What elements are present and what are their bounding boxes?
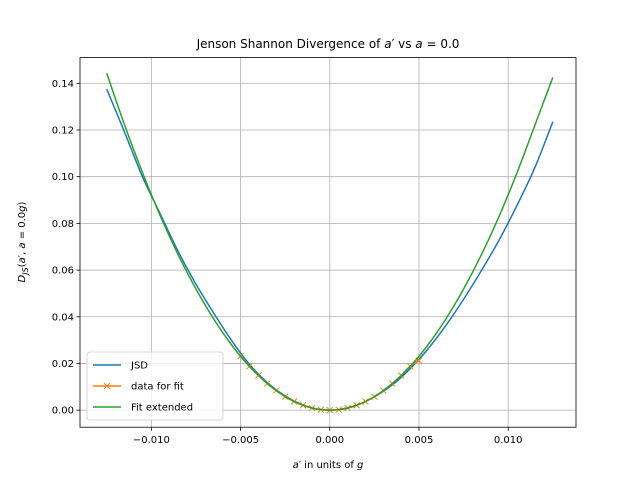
- legend-entry-fit-extended: Fit extended: [93, 403, 193, 414]
- y-tick-label: 0.04: [52, 312, 74, 323]
- fit-extended-line: [106, 72, 554, 411]
- legend-entry-jsd: JSD: [93, 361, 148, 372]
- legend-label: data for fit: [131, 382, 184, 393]
- y-axis-label: DJS(a′, a = 0.0g): [17, 201, 30, 282]
- x-tick-label: 0.005: [405, 435, 434, 446]
- x-axis-label: a′ in units of g: [293, 460, 364, 471]
- y-tick-label: 0.06: [52, 266, 74, 277]
- y-tick-label: 0.10: [52, 172, 74, 183]
- legend-label: Fit extended: [131, 403, 193, 414]
- x-tick-label: 0.000: [315, 435, 344, 446]
- legend-entry-data-for-fit: data for fit: [93, 382, 184, 393]
- x-tick-label: 0.010: [494, 435, 523, 446]
- chart-title: Jenson Shannon Divergence of a′ vs a = 0…: [196, 37, 460, 51]
- x-tick-label: −0.005: [222, 435, 259, 446]
- ticks: −0.010 −0.005 0.000 0.005 0.010 0.00 0.02 0.04 0…: [52, 79, 523, 446]
- y-tick-label: 0.08: [52, 219, 74, 230]
- y-tick-label: 0.00: [52, 406, 74, 417]
- series-layer: [106, 72, 554, 414]
- plot-frame: [79, 57, 577, 428]
- y-tick-label: 0.02: [52, 359, 74, 370]
- legend-box: [86, 351, 224, 421]
- legend: JSD data for fit Fit extended: [86, 351, 224, 421]
- y-tick-label: 0.12: [52, 125, 74, 136]
- y-tick-label: 0.14: [52, 79, 74, 90]
- x-tick-label: −0.010: [133, 435, 170, 446]
- legend-label: JSD: [130, 361, 148, 372]
